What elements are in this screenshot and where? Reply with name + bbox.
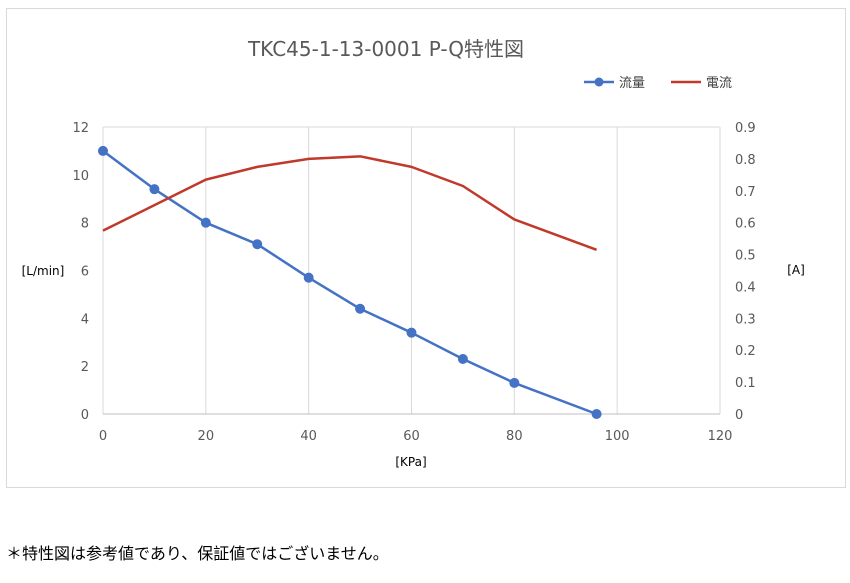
footnote: ＊特性図は参考値であり、保証値ではございません。 [6, 544, 389, 563]
x-tick-label: 20 [198, 429, 215, 444]
chart-title: TKC45-1-13-0001 P-Q特性図 [247, 37, 524, 61]
data-point [355, 303, 366, 314]
x-tick-label: 80 [506, 429, 523, 444]
y2-tick-label: 0 [735, 408, 743, 423]
y-tick-label: 2 [81, 360, 89, 375]
series-line-2 [102, 155, 598, 251]
y2-tick-label: 0.7 [735, 185, 756, 200]
data-point [98, 145, 108, 156]
y2-tick-label: 0.9 [735, 121, 756, 136]
y2-tick-label: 0.5 [735, 249, 756, 264]
y-tick-label: 4 [81, 312, 89, 327]
data-point [252, 239, 263, 250]
y-tick-label: 8 [81, 217, 89, 232]
series-line-1 [102, 149, 598, 416]
chart-frame [6, 8, 846, 488]
y-axis-title: [L/min] [22, 264, 65, 278]
x-tick-label: 60 [403, 429, 420, 444]
x-tick-label: 120 [708, 429, 733, 444]
legend: 流量 電流 [584, 76, 732, 91]
y2-tick-label: 0.2 [735, 344, 756, 359]
data-point [149, 184, 160, 195]
legend-label: 流量 [619, 76, 645, 91]
series-layer [98, 145, 602, 419]
data-point [200, 217, 211, 228]
y2-tick-label: 0.6 [735, 217, 756, 232]
y-tick-label: 10 [72, 169, 89, 184]
y2-axis-title: [A] [787, 263, 805, 277]
x-tick-label: 0 [99, 429, 107, 444]
data-point [509, 377, 520, 388]
y-tick-label: 12 [72, 121, 89, 136]
y-tick-label: 6 [81, 265, 89, 280]
legend-label: 電流 [706, 76, 732, 91]
data-point [406, 327, 417, 338]
data-point [303, 272, 314, 283]
data-point [591, 409, 602, 419]
y-tick-label: 0 [81, 408, 89, 423]
x-tick-label: 40 [300, 429, 317, 444]
y2-tick-label: 0.1 [735, 376, 756, 391]
y2-tick-label: 0.3 [735, 312, 756, 327]
y2-tick-label: 0.4 [735, 280, 756, 295]
x-axis-title: [KPa] [395, 455, 426, 469]
grid-layer [102, 126, 721, 414]
x-tick-label: 100 [605, 429, 630, 444]
data-point [457, 353, 468, 364]
axes-layer: 0 20 40 60 80 100 12002468101200.10.20.30.40.5… [72, 121, 755, 444]
legend-marker [594, 77, 604, 87]
y2-tick-label: 0.8 [735, 153, 756, 168]
